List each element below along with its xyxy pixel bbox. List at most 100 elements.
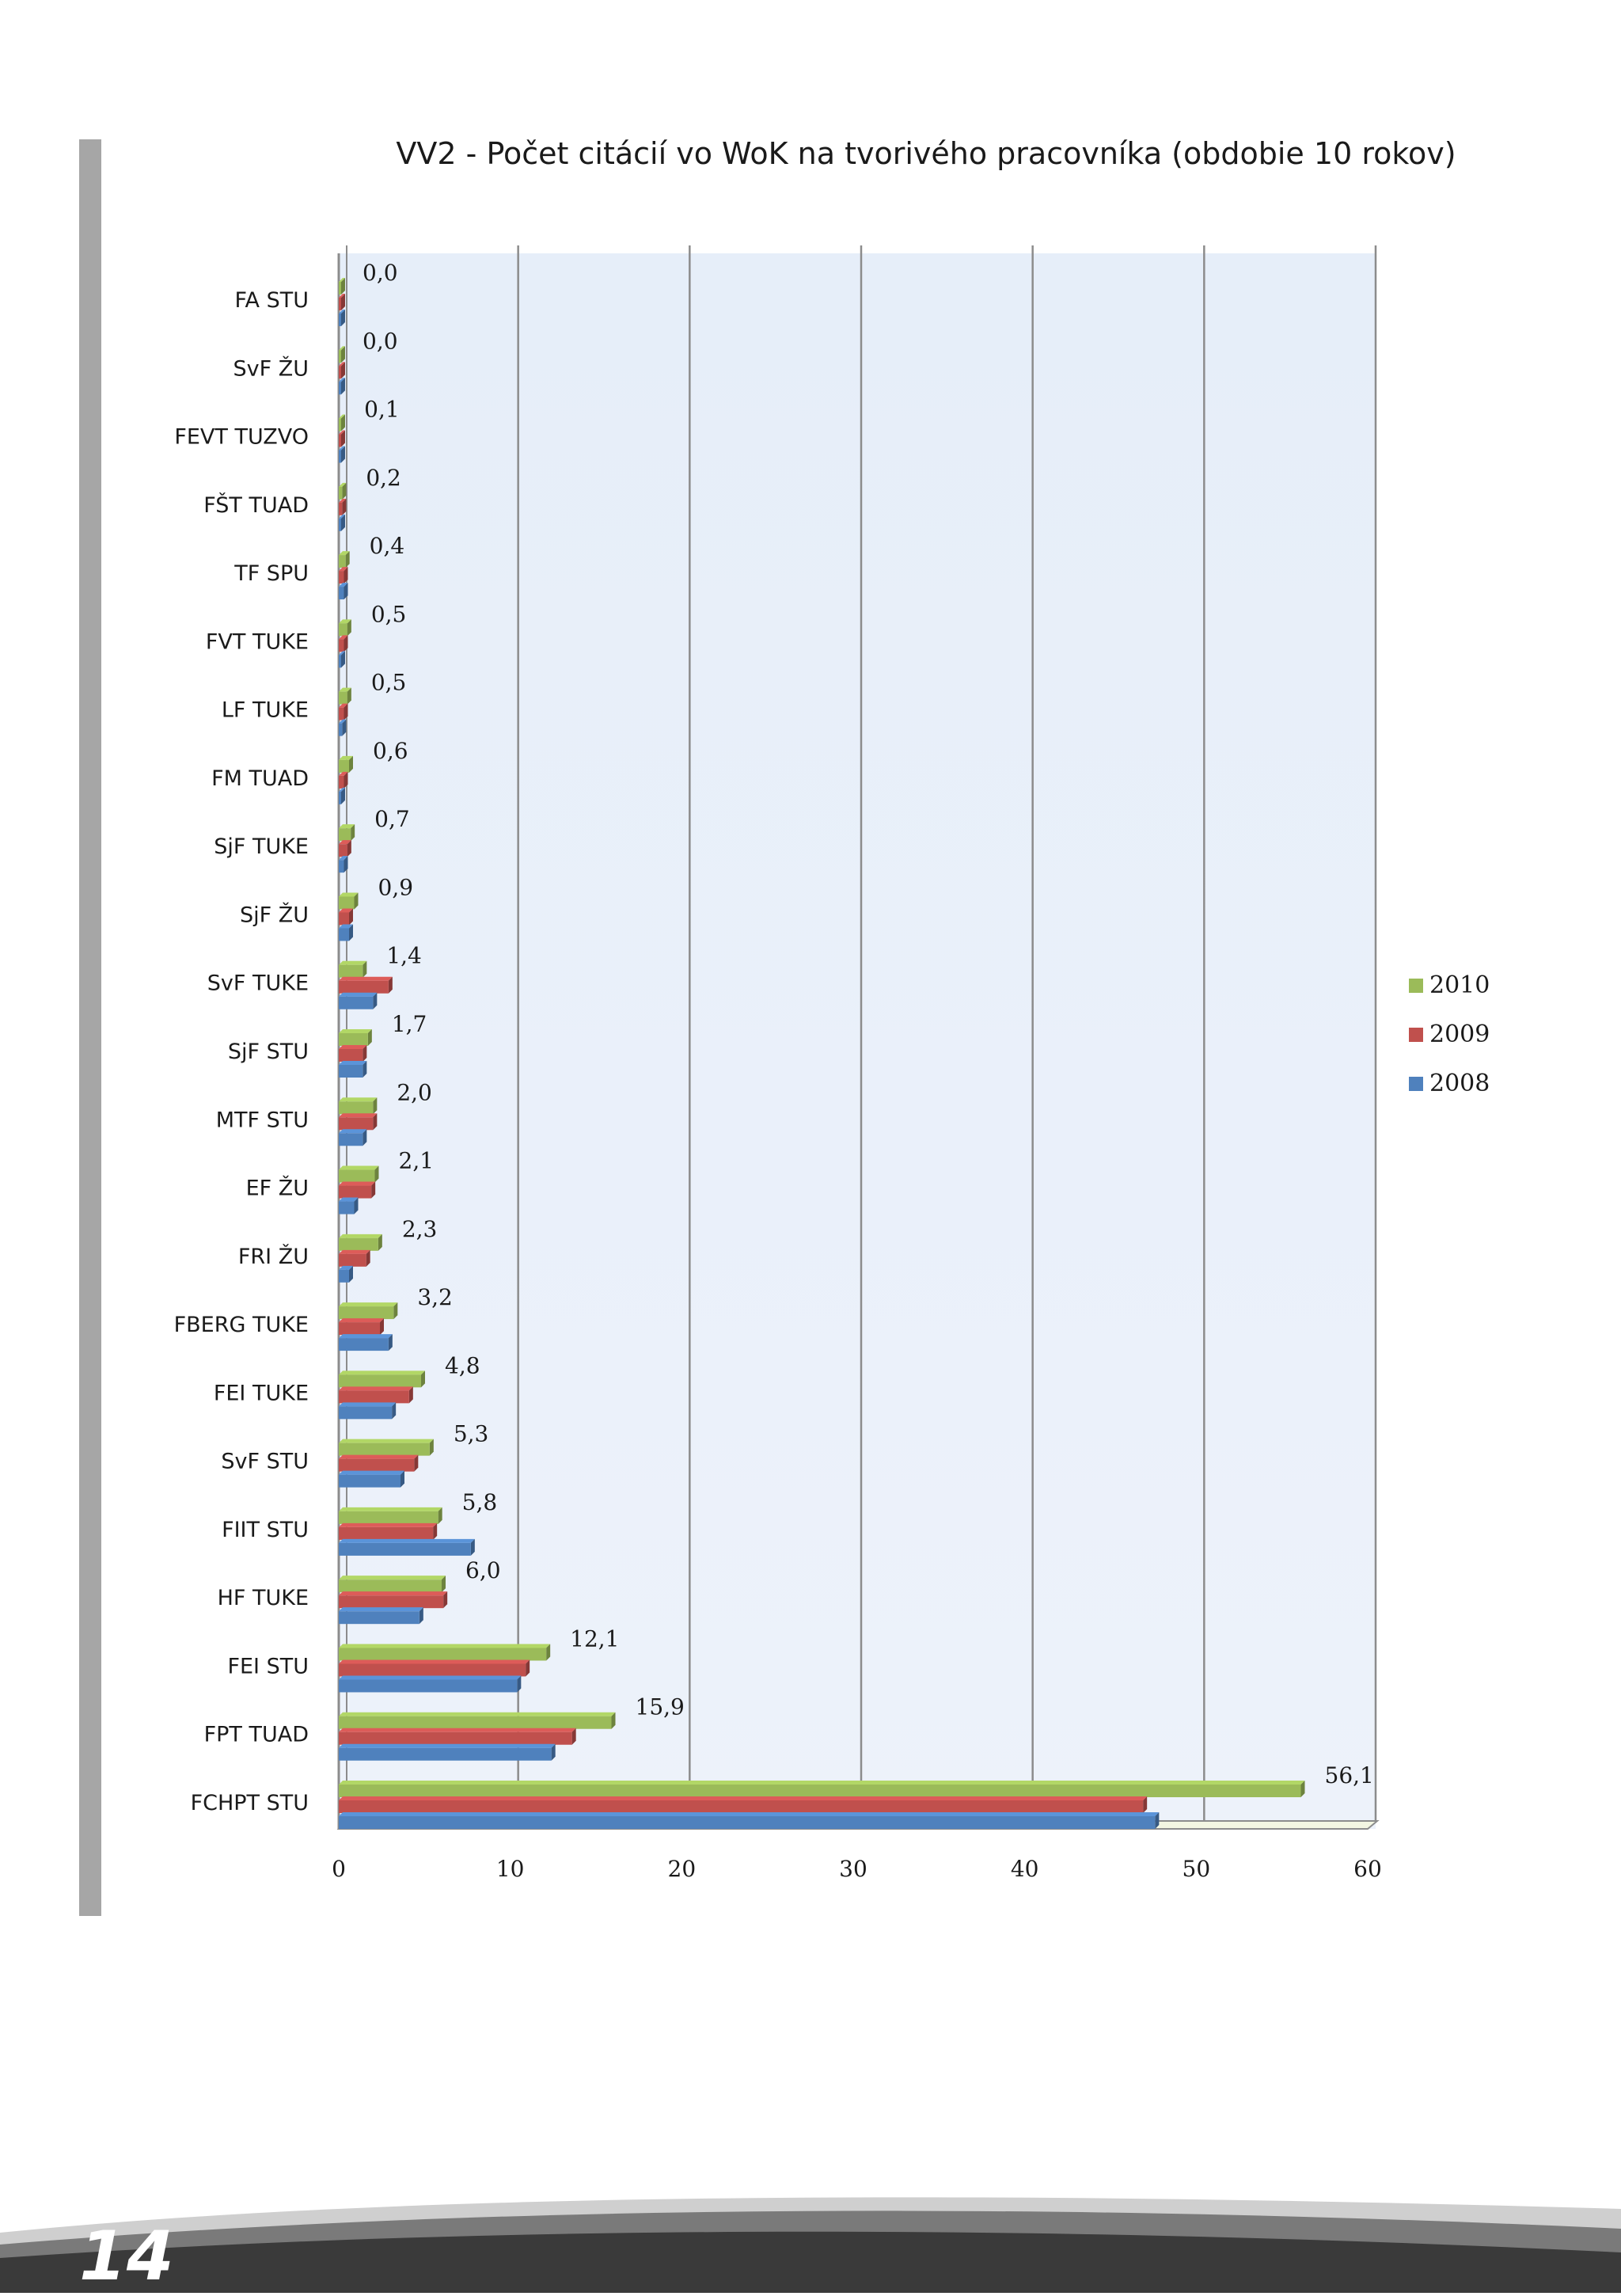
- bar-2008-7: [339, 787, 345, 804]
- bar-2010-13: [339, 1165, 379, 1183]
- bar-2009-22: [339, 1796, 1148, 1813]
- x-tick-label: 50: [1183, 1856, 1211, 1882]
- category-label: EF ŽU: [246, 1176, 309, 1201]
- bar-2008-9: [339, 924, 353, 941]
- data-label: 2,0: [397, 1079, 432, 1105]
- bar-2008-8: [339, 856, 348, 873]
- data-label: 2,3: [402, 1216, 438, 1242]
- bar-2008-12: [339, 1129, 367, 1146]
- bar-2010-21: [339, 1712, 616, 1729]
- bar-2008-19: [339, 1607, 423, 1625]
- category-label: FA STU: [235, 288, 309, 313]
- bar-2009-6: [339, 703, 348, 720]
- bar-2008-10: [339, 992, 378, 1009]
- bar-2010-0: [339, 278, 345, 295]
- page-margin-bar: [79, 139, 101, 1916]
- data-label: 0,5: [371, 601, 407, 627]
- category-label: SvF STU: [221, 1450, 309, 1474]
- bar-2010-7: [339, 755, 353, 773]
- category-label: FVT TUKE: [206, 629, 309, 654]
- bar-2009-17: [339, 1454, 419, 1472]
- data-label: 1,7: [392, 1011, 427, 1037]
- bar-2008-21: [339, 1743, 556, 1761]
- bar-2010-2: [339, 414, 345, 431]
- data-label: 1,4: [386, 943, 422, 969]
- bar-2010-6: [339, 687, 351, 705]
- category-label: FŠT TUAD: [203, 492, 309, 518]
- data-label: 4,8: [445, 1352, 480, 1378]
- bar-2010-12: [339, 1097, 378, 1115]
- data-label: 15,9: [636, 1694, 685, 1720]
- bar-2010-20: [339, 1644, 551, 1661]
- x-tick-label: 20: [668, 1856, 697, 1882]
- category-label: HF TUKE: [218, 1586, 309, 1610]
- bar-2009-4: [339, 567, 348, 584]
- bar-chart: FA STU SvF ŽU FEVT TUZVO FŠT TUAD TF SPU FVT …: [174, 245, 1490, 1882]
- data-label: 0,5: [371, 670, 407, 696]
- bar-2010-16: [339, 1370, 425, 1388]
- category-label: FCHPT STU: [191, 1791, 309, 1815]
- data-label: 0,6: [373, 738, 408, 764]
- bar-2010-22: [339, 1781, 1305, 1797]
- bar-2009-18: [339, 1522, 438, 1540]
- legend-label-2008: 2008: [1429, 1070, 1490, 1097]
- bar-2010-10: [339, 960, 367, 978]
- bar-2009-20: [339, 1659, 530, 1677]
- category-label: SvF TUKE: [207, 971, 309, 996]
- category-label: LF TUKE: [222, 698, 309, 723]
- data-label: 6,0: [465, 1557, 501, 1583]
- legend-swatch-2009: [1409, 1028, 1423, 1042]
- category-label: FEI TUKE: [214, 1381, 309, 1405]
- bar-2010-17: [339, 1439, 434, 1456]
- bar-2009-2: [339, 430, 345, 447]
- page-number: 14: [79, 2217, 174, 2296]
- bar-2009-13: [339, 1181, 376, 1199]
- legend-swatch-2008: [1409, 1077, 1423, 1091]
- data-label: 56,1: [1325, 1762, 1374, 1789]
- x-tick-label: 30: [839, 1856, 867, 1882]
- category-label: FRI ŽU: [238, 1244, 309, 1269]
- bar-2009-1: [339, 362, 345, 379]
- bar-2008-13: [339, 1197, 359, 1215]
- x-tick-label: 10: [496, 1856, 525, 1882]
- bar-2008-2: [339, 446, 345, 463]
- category-label: MTF STU: [216, 1108, 309, 1132]
- x-tick-label: 0: [332, 1856, 346, 1882]
- bar-2009-3: [339, 498, 347, 515]
- bar-2010-18: [339, 1507, 442, 1524]
- bar-2009-9: [339, 908, 353, 926]
- bar-2010-14: [339, 1234, 382, 1251]
- data-label: 5,8: [462, 1489, 498, 1515]
- bar-2009-8: [339, 840, 351, 857]
- x-tick-label: 60: [1353, 1856, 1382, 1882]
- bar-2009-15: [339, 1318, 384, 1336]
- data-label: 3,2: [417, 1284, 453, 1310]
- bar-2009-19: [339, 1591, 448, 1609]
- category-label: FIIT STU: [222, 1518, 309, 1542]
- bar-2008-5: [339, 651, 345, 668]
- category-label: TF SPU: [233, 561, 309, 586]
- bar-2008-14: [339, 1265, 353, 1283]
- bar-2008-11: [339, 1061, 367, 1078]
- category-label: SjF STU: [228, 1040, 309, 1064]
- data-label: 0,0: [363, 260, 398, 286]
- category-label: FEVT TUZVO: [174, 425, 309, 450]
- bar-2008-6: [339, 719, 347, 736]
- data-label: 5,3: [454, 1421, 489, 1447]
- data-label: 0,7: [374, 806, 410, 832]
- bar-2009-5: [339, 635, 348, 652]
- chart-title: VV2 - Počet citácií vo WoK na tvorivého …: [396, 136, 1456, 171]
- data-label: 0,2: [366, 465, 401, 491]
- legend-swatch-2010: [1409, 979, 1423, 993]
- bar-2008-22: [339, 1812, 1160, 1829]
- bar-2008-0: [339, 310, 345, 326]
- bar-2010-8: [339, 824, 355, 842]
- data-label: 12,1: [570, 1625, 619, 1652]
- bar-2008-17: [339, 1470, 404, 1488]
- category-label: SvF ŽU: [233, 355, 309, 381]
- plot-background: [339, 253, 1376, 1829]
- category-label: FBERG TUKE: [174, 1313, 309, 1337]
- bar-2009-10: [339, 976, 393, 994]
- category-label: FEI STU: [227, 1654, 309, 1678]
- bar-2010-11: [339, 1029, 372, 1046]
